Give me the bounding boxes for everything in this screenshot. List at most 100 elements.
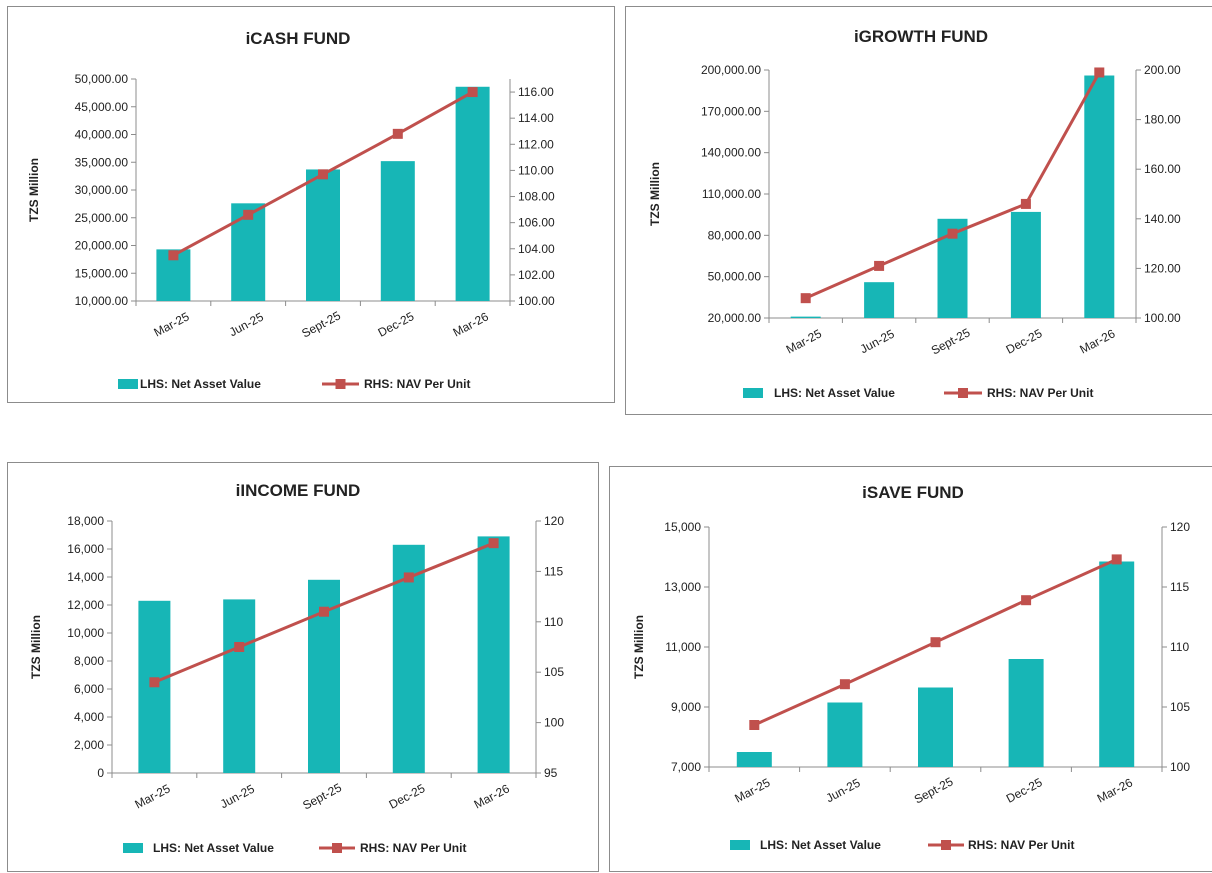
line-marker <box>1021 595 1032 606</box>
legend-bar-swatch <box>743 388 763 398</box>
bar <box>827 702 863 767</box>
left-tick-label: 14,000 <box>67 570 104 584</box>
x-tick-label: Sept-25 <box>299 308 343 340</box>
left-tick-label: 2,000 <box>74 738 104 752</box>
chart-title: iCASH FUND <box>246 29 351 48</box>
right-tick-label: 120.00 <box>1144 261 1181 275</box>
bar <box>1008 659 1044 767</box>
chart-title: iGROWTH FUND <box>854 27 988 46</box>
bar <box>918 687 953 767</box>
bar <box>306 169 340 301</box>
chart-icash: iCASH FUND TZS Million 10,000.00 15,000.00 2… <box>27 29 555 391</box>
x-tick-label: Mar-26 <box>1077 326 1117 356</box>
line-marker <box>319 606 329 617</box>
x-tick-label: Mar-25 <box>132 781 172 811</box>
legend-bar-label: LHS: Net Asset Value <box>760 838 881 852</box>
bar <box>1099 561 1135 767</box>
chart-title: iINCOME FUND <box>236 481 361 500</box>
x-tick-label: Mar-26 <box>1095 775 1135 805</box>
x-tick-label: Sept-25 <box>912 774 956 806</box>
left-tick-label: 8,000 <box>74 654 104 668</box>
right-tick-label: 110.00 <box>518 163 554 177</box>
left-tick-label: 140,000.00 <box>701 146 761 160</box>
legend-bar-swatch <box>123 843 143 853</box>
right-tick-label: 100.00 <box>518 294 555 308</box>
left-tick-label: 30,000.00 <box>75 183 129 197</box>
line-marker <box>874 260 885 271</box>
y-axis-label: TZS Million <box>27 158 41 222</box>
line-marker <box>839 679 850 690</box>
x-tick-label: Dec-25 <box>387 781 428 812</box>
right-tick-label: 112.00 <box>518 137 554 151</box>
line-marker <box>168 250 179 261</box>
left-tick-label: 170,000.00 <box>701 104 761 118</box>
x-tick-label: Jun-25 <box>218 782 257 812</box>
legend-bar-swatch <box>118 379 138 389</box>
x-tick-label: Mar-25 <box>732 775 772 805</box>
x-tick-label: Mar-25 <box>784 326 824 356</box>
chart-iincome: iINCOME FUND TZS Million 0 2,000 4,000 6,000 8… <box>29 481 564 855</box>
right-tick-label: 104.00 <box>518 242 555 256</box>
legend-line-label: RHS: NAV Per Unit <box>360 841 466 855</box>
line-marker <box>243 209 254 220</box>
right-tick-label: 116.00 <box>518 85 554 99</box>
chart-panel-iincome: iINCOME FUND TZS Million 0 2,000 4,000 6,000 8… <box>7 462 599 872</box>
left-tick-label: 7,000 <box>671 760 701 774</box>
left-tick-label: 12,000 <box>67 598 104 612</box>
line-marker <box>318 169 328 180</box>
left-tick-label: 16,000 <box>67 542 104 556</box>
bar <box>455 86 490 302</box>
line-marker <box>488 538 499 549</box>
left-tick-label: 4,000 <box>74 710 104 724</box>
right-tick-label: 95 <box>544 766 558 780</box>
bar <box>864 282 895 318</box>
right-tick-label: 100 <box>544 716 564 730</box>
bar <box>790 316 821 318</box>
left-tick-label: 110,000.00 <box>702 187 761 201</box>
legend-line-marker <box>335 379 346 389</box>
right-tick-label: 200.00 <box>1144 63 1181 77</box>
x-tick-label: Dec-25 <box>376 309 417 340</box>
legend-line-marker <box>958 388 968 398</box>
right-tick-label: 110 <box>544 615 563 629</box>
bar <box>477 536 510 773</box>
line-marker <box>800 293 811 304</box>
legend-line-marker <box>332 843 342 853</box>
right-tick-label: 102.00 <box>518 268 555 282</box>
x-tick-label: Sept-25 <box>929 325 973 357</box>
left-tick-label: 10,000 <box>67 626 104 640</box>
right-tick-label: 100.00 <box>1144 311 1181 325</box>
right-tick-label: 120 <box>1170 520 1190 534</box>
left-tick-label: 15,000.00 <box>75 266 129 280</box>
left-tick-label: 50,000.00 <box>75 72 129 86</box>
bar <box>223 599 256 773</box>
chart-panel-icash: iCASH FUND TZS Million 10,000.00 15,000.00 2… <box>7 6 615 403</box>
line-marker <box>1094 67 1105 78</box>
x-tick-label: Mar-25 <box>151 309 191 339</box>
legend-line-label: RHS: NAV Per Unit <box>364 377 470 391</box>
y-axis-label: TZS Million <box>648 162 662 226</box>
right-tick-label: 140.00 <box>1144 212 1181 226</box>
right-tick-label: 115 <box>544 564 563 578</box>
right-tick-label: 115 <box>1170 580 1189 594</box>
x-tick-label: Mar-26 <box>472 781 512 811</box>
chart-panel-isave: iSAVE FUND TZS Million 7,000 9,000 11,000 13,… <box>609 466 1212 872</box>
left-tick-label: 13,000 <box>664 580 701 594</box>
bar <box>1084 75 1115 318</box>
right-tick-label: 105 <box>1170 700 1190 714</box>
left-tick-label: 0 <box>97 766 104 780</box>
left-tick-label: 10,000.00 <box>75 294 129 308</box>
x-tick-label: Dec-25 <box>1004 326 1045 357</box>
right-tick-label: 180.00 <box>1144 113 1181 127</box>
x-tick-label: Jun-25 <box>824 776 863 806</box>
chart-igrowth: iGROWTH FUND TZS Million 20,000.00 50,000.0… <box>648 27 1181 400</box>
line-marker <box>403 572 414 583</box>
left-tick-label: 45,000.00 <box>75 100 129 114</box>
left-tick-label: 15,000 <box>664 520 701 534</box>
legend-bar-swatch <box>730 840 750 850</box>
right-tick-label: 114.00 <box>518 111 554 125</box>
line-marker <box>467 87 478 98</box>
line-marker <box>1020 198 1031 209</box>
left-tick-label: 20,000.00 <box>708 311 762 325</box>
right-tick-label: 106.00 <box>518 216 555 230</box>
